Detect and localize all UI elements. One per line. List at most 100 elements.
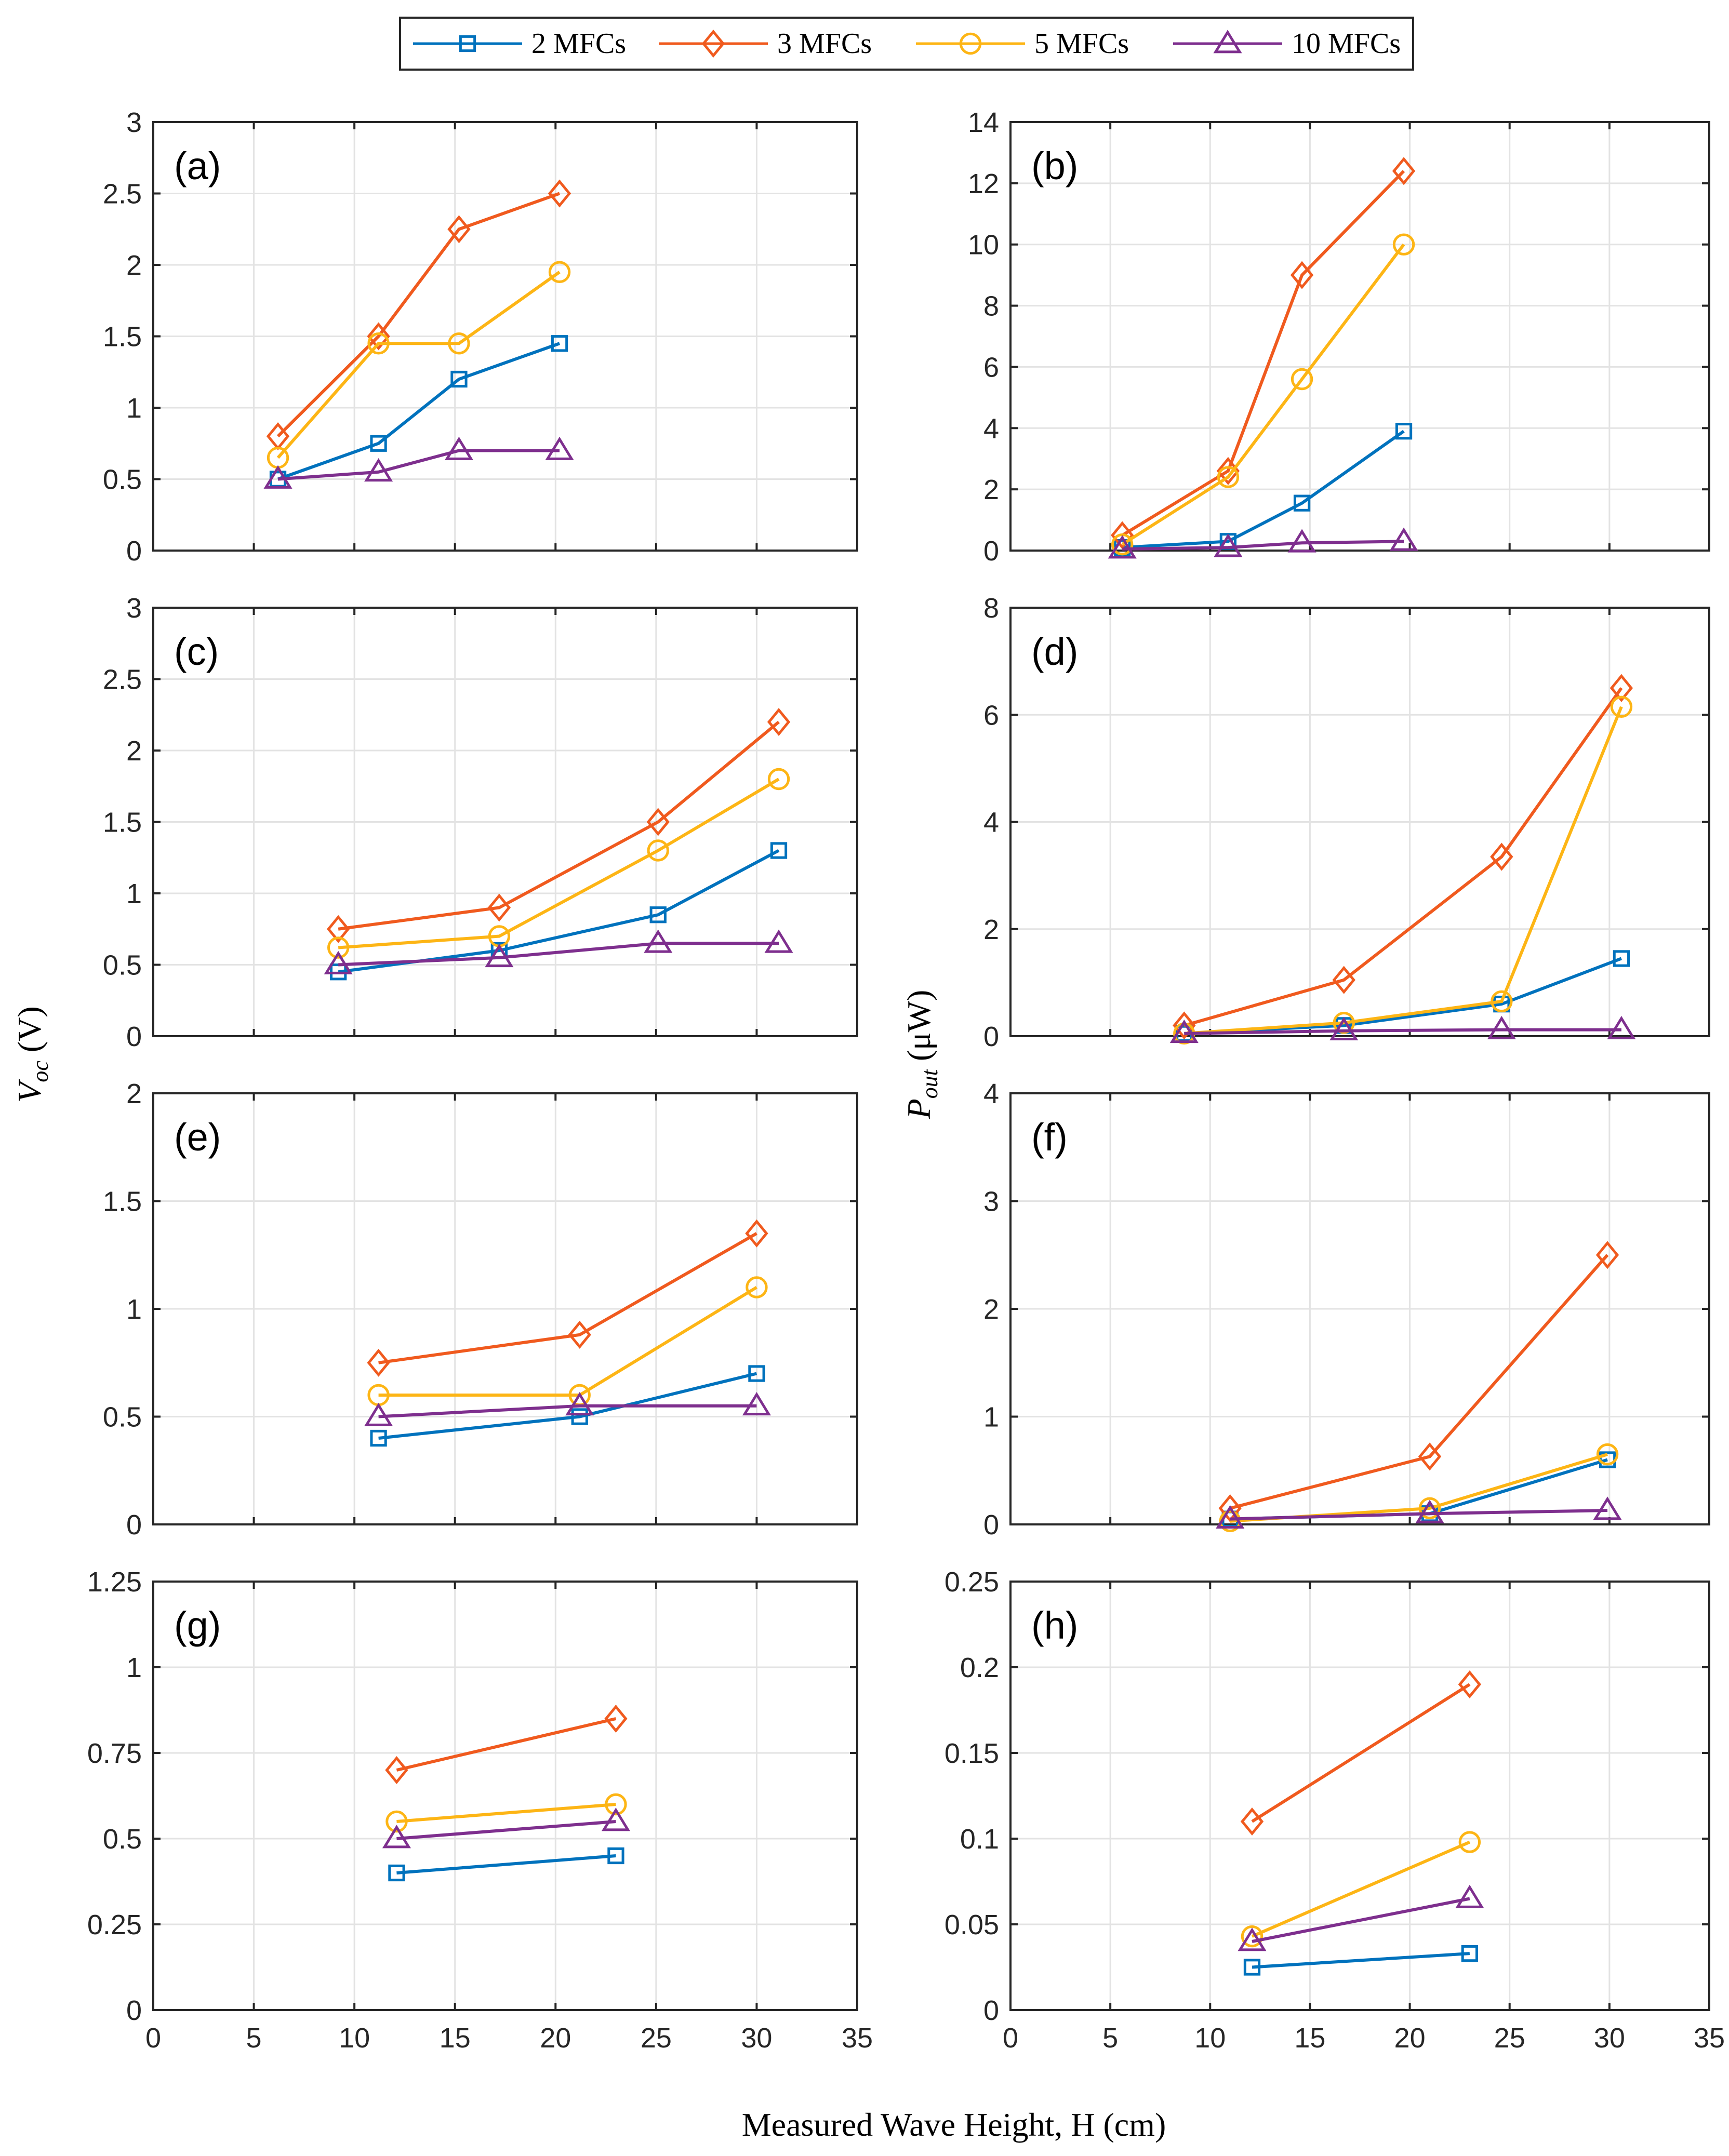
data-point: [1217, 466, 1240, 488]
series: [385, 1704, 628, 1785]
data-point: [1395, 423, 1413, 440]
data-point: [327, 936, 350, 959]
y-tick-label: 1.25: [87, 1566, 142, 1598]
series-line: [277, 342, 561, 481]
y-tick-label: 0.5: [103, 950, 142, 981]
series: [1111, 233, 1415, 556]
series-line: [378, 1404, 757, 1418]
data-point: [1607, 1015, 1636, 1039]
data-point: [649, 906, 667, 923]
grid: [152, 1581, 858, 2011]
series-line: [276, 192, 561, 438]
series: [388, 1847, 624, 1882]
series-line: [1252, 1897, 1470, 1943]
legend-marker: [959, 32, 982, 55]
y-tick-label: 10: [968, 230, 999, 261]
y-tick-label: 0.25: [945, 1566, 999, 1598]
series-line: [338, 720, 780, 931]
panel: 0 0.5 1 1.5 2 (e): [103, 1078, 858, 1541]
y-tick-label: 1.5: [103, 807, 142, 838]
y-tick-label: 3: [983, 1186, 999, 1217]
data-point: [571, 1408, 588, 1425]
grid: [152, 607, 858, 1037]
y-tick-label: 0: [126, 1995, 142, 2026]
series: [326, 707, 791, 943]
y-tick-label: 0.5: [103, 464, 142, 496]
series-line: [1184, 1028, 1621, 1035]
series-line: [338, 942, 779, 967]
data-point: [1332, 966, 1355, 994]
series-line: [396, 1803, 616, 1823]
y-tick-label: 4: [983, 1078, 999, 1109]
series: [1218, 1241, 1619, 1522]
data-point: [644, 929, 673, 953]
series: [330, 842, 788, 981]
data-point: [1329, 1016, 1359, 1041]
data-point: [1593, 1496, 1622, 1520]
series: [269, 335, 568, 488]
series-line: [1121, 243, 1405, 546]
y-tick-label: 1: [983, 1402, 999, 1433]
y-tick-label: 6: [983, 352, 999, 383]
data-point: [324, 950, 353, 974]
grid: [1009, 1581, 1710, 2011]
x-tick-label: 20: [540, 2023, 571, 2054]
data-point: [1461, 1945, 1478, 1962]
panel-label: (g): [174, 1604, 221, 1647]
data-point: [1111, 521, 1134, 550]
y-tick-label: 0: [983, 535, 999, 567]
legend-entry: 5 MFCs: [916, 28, 1129, 60]
legend: 2 MFCs 3 MFCs 5 MFCs 10 MFCs: [399, 17, 1414, 71]
x-tick-label: 5: [1102, 2023, 1118, 2054]
y-tick-label: 2: [126, 250, 142, 281]
y-tick-label: 1.5: [103, 1186, 142, 1217]
data-point: [551, 335, 568, 352]
data-point: [487, 893, 511, 922]
data-point: [548, 261, 571, 283]
y-tick-label: 0.15: [945, 1738, 999, 1769]
x-tick-label: 35: [842, 2023, 873, 2054]
y-tick-label: 1.5: [103, 322, 142, 353]
series: [1173, 695, 1633, 1045]
data-point: [448, 332, 470, 355]
data-point: [367, 332, 390, 355]
series: [370, 1365, 765, 1447]
data-point: [1241, 1925, 1264, 1948]
data-point: [742, 1391, 771, 1416]
series: [267, 261, 571, 469]
series: [364, 1391, 771, 1426]
data-point: [367, 1348, 390, 1377]
y-tick-label: 1: [126, 1294, 142, 1325]
series: [1173, 674, 1633, 1040]
data-point: [370, 1429, 387, 1447]
legend-label: 3 MFCs: [777, 28, 872, 60]
y-tick-label: 0: [983, 1509, 999, 1541]
data-point: [485, 943, 514, 968]
panel-label: (d): [1031, 630, 1078, 673]
series-line: [1122, 540, 1404, 551]
data-point: [382, 1825, 411, 1849]
series-line: [396, 1820, 616, 1840]
series: [367, 1219, 768, 1377]
data-point: [1240, 1807, 1264, 1836]
series-line: [1251, 1840, 1471, 1938]
series: [1240, 1670, 1482, 1836]
y-tick-label: 0.5: [103, 1824, 142, 1855]
legend-entry: 2 MFCs: [413, 28, 626, 60]
data-point: [548, 179, 571, 208]
data-point: [545, 436, 574, 460]
x-tick-label: 25: [641, 2023, 672, 2054]
y-tick-label: 2.5: [103, 179, 142, 210]
data-point: [767, 707, 791, 736]
data-point: [1596, 1443, 1619, 1466]
series: [324, 929, 793, 974]
x-axis-label: Measured Wave Height, H (cm): [742, 2106, 1166, 2143]
y-tick-label: 14: [968, 107, 999, 138]
axes-box: [152, 1581, 858, 2011]
panel-label: (c): [174, 630, 219, 673]
series-line: [1122, 430, 1405, 550]
data-point: [770, 842, 788, 859]
series: [1169, 1015, 1636, 1043]
series: [263, 436, 574, 489]
